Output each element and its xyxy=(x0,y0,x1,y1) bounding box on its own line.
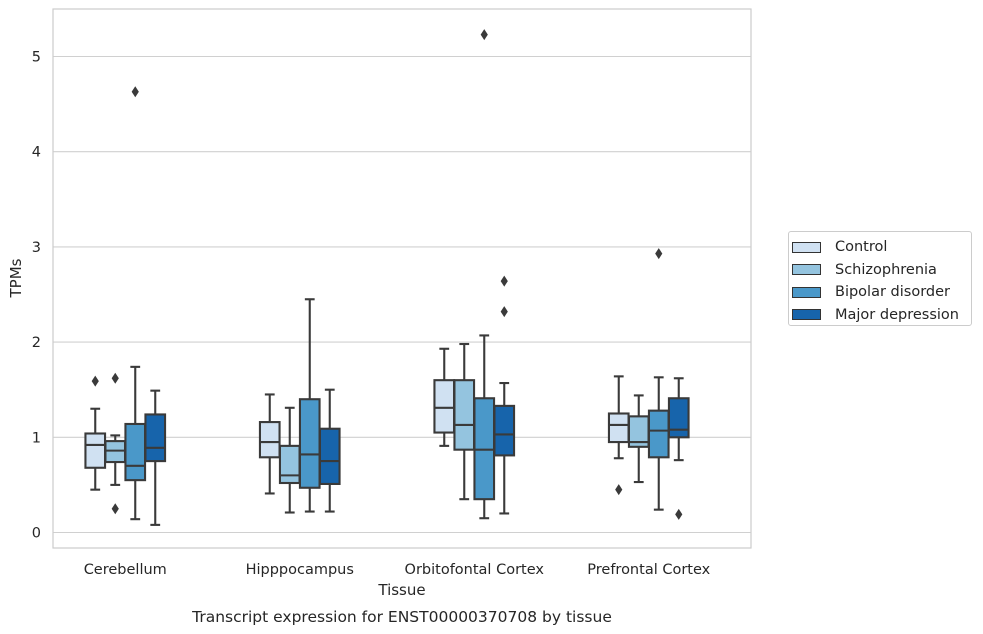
box xyxy=(647,409,670,459)
chart-title: Transcript expression for ENST0000037070… xyxy=(191,608,612,626)
outlier-point xyxy=(675,508,683,520)
y-tick-label: 5 xyxy=(32,50,41,66)
legend-swatch xyxy=(792,309,821,321)
box-group xyxy=(493,275,516,515)
legend-item: Bipolar disorder xyxy=(792,281,971,304)
x-axis-label: Tissue xyxy=(377,581,425,599)
legend-swatch xyxy=(792,264,821,276)
box-group xyxy=(453,342,476,501)
x-tick-label: Orbitofontal Cortex xyxy=(405,562,545,578)
box-group xyxy=(627,394,650,484)
box xyxy=(607,412,630,444)
box xyxy=(493,404,516,457)
box xyxy=(258,421,281,459)
y-tick-label: 3 xyxy=(32,240,41,256)
legend: Control Schizophrenia Bipolar disorder Majo… xyxy=(788,231,972,326)
legend-item: Schizophrenia xyxy=(792,259,971,282)
x-tick-label: Cerebellum xyxy=(84,562,167,578)
box-group xyxy=(258,393,281,495)
box-group xyxy=(647,248,670,511)
outlier-point xyxy=(615,484,623,496)
y-tick-label: 1 xyxy=(32,430,41,446)
outlier-point xyxy=(480,29,488,41)
legend-item: Control xyxy=(792,236,971,259)
box-group xyxy=(473,29,496,520)
legend-label: Control xyxy=(835,239,888,256)
box xyxy=(453,379,476,451)
box-group xyxy=(104,372,127,515)
boxes xyxy=(84,29,690,526)
outlier-point xyxy=(655,248,663,260)
box-group xyxy=(667,377,690,520)
box xyxy=(84,432,107,469)
legend-item: Major depression xyxy=(792,304,971,327)
legend-label: Bipolar disorder xyxy=(835,284,950,301)
box-group xyxy=(84,375,107,491)
legend-label: Major depression xyxy=(835,306,959,323)
gridlines xyxy=(53,55,751,534)
box xyxy=(278,444,301,485)
y-axis-ticks: 0 1 2 3 4 5 xyxy=(32,50,41,542)
outlier-point xyxy=(91,375,99,387)
box xyxy=(124,422,147,482)
y-tick-label: 0 xyxy=(32,526,41,542)
legend-label: Schizophrenia xyxy=(835,261,937,278)
box xyxy=(298,398,321,489)
box xyxy=(667,397,690,439)
outlier-point xyxy=(111,372,119,384)
outlier-point xyxy=(131,86,139,98)
y-tick-label: 2 xyxy=(32,335,41,351)
outlier-point xyxy=(500,275,508,287)
legend-swatch xyxy=(792,286,821,298)
plot-frame xyxy=(52,8,752,549)
x-tick-label: Hipppocampus xyxy=(246,562,354,578)
box-group xyxy=(607,375,630,496)
box xyxy=(433,379,456,434)
box-group xyxy=(144,389,167,526)
box-group xyxy=(318,388,341,513)
y-tick-label: 4 xyxy=(32,145,41,161)
outlier-point xyxy=(500,306,508,318)
outlier-point xyxy=(111,503,119,515)
box xyxy=(144,413,167,463)
plot-area xyxy=(53,9,751,548)
y-axis-label: TPMs xyxy=(7,258,25,298)
x-tick-label: Prefrontal Cortex xyxy=(587,562,710,578)
legend-swatch xyxy=(792,241,821,253)
box xyxy=(318,427,341,485)
x-axis-ticks: Cerebellum Hipppocampus Orbitofontal Corte… xyxy=(84,562,711,578)
